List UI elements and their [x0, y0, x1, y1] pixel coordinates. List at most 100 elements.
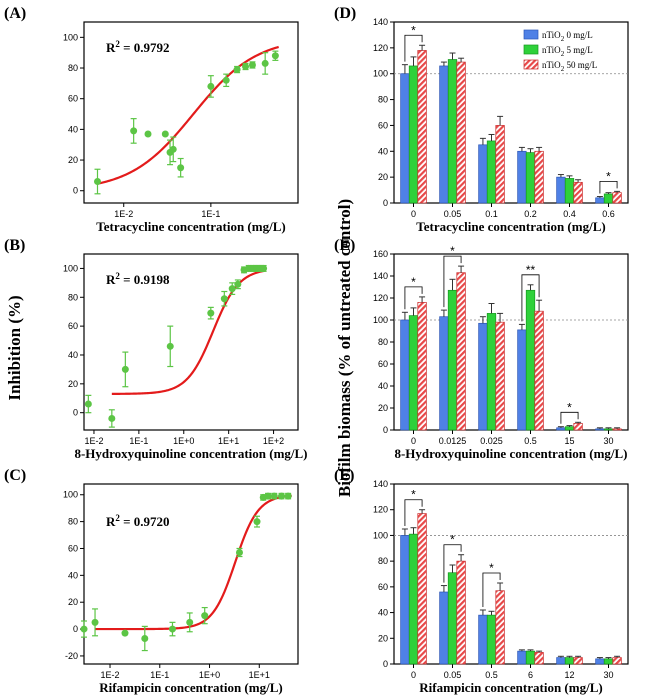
- r-squared-value: = 0.9198: [120, 272, 170, 287]
- y-tick-label: 0: [383, 198, 388, 208]
- data-point: [228, 285, 236, 293]
- x-axis-label: 8-Hydroxyquinoline concentration (mg/L): [394, 446, 627, 461]
- y-tick-label: 140: [373, 271, 388, 281]
- y-tick-label: 140: [373, 479, 388, 489]
- category-label: 0.5: [485, 670, 498, 680]
- significance-bracket: [482, 572, 501, 607]
- data-point: [264, 492, 272, 500]
- bar: [564, 178, 575, 204]
- r-squared-superscript: 2: [115, 39, 120, 49]
- bar: [417, 50, 427, 204]
- bar: [612, 192, 622, 204]
- data-point: [201, 612, 209, 620]
- y-tick-label: 0: [73, 186, 78, 196]
- y-tick-label: 40: [68, 124, 78, 134]
- y-tick-label: 80: [68, 292, 78, 302]
- data-point: [186, 618, 194, 626]
- x-tick-label: 1E-2: [101, 670, 120, 680]
- plot-frame: [83, 483, 299, 665]
- y-tick-label: 120: [373, 505, 388, 515]
- significance-marker: **: [526, 263, 536, 277]
- data-point: [168, 625, 176, 633]
- r-squared-prefix: R: [106, 272, 116, 287]
- data-point: [130, 127, 138, 135]
- bar: [439, 316, 449, 431]
- data-point: [207, 82, 215, 90]
- fit-curve: [95, 494, 292, 631]
- category-label: 0.025: [480, 436, 503, 446]
- y-tick-label: 140: [373, 17, 388, 27]
- legend-label-subscript: 2: [561, 35, 565, 43]
- significance-bracket: [443, 544, 462, 583]
- significance-marker: *: [489, 561, 494, 575]
- bar: [447, 572, 458, 665]
- bar: [400, 73, 410, 204]
- significance-marker: *: [606, 169, 611, 183]
- panel-label: (A): [4, 5, 26, 22]
- y-tick-label: 40: [378, 146, 388, 156]
- y-tick-label: 120: [373, 293, 388, 303]
- y-tick-label: 80: [378, 556, 388, 566]
- category-label: 0.0125: [439, 436, 467, 446]
- significance-bracket: [404, 286, 423, 310]
- data-point: [248, 61, 256, 69]
- legend-label-subscript: 2: [561, 65, 565, 73]
- plot-frame: [83, 253, 299, 431]
- significance-bracket: [521, 274, 540, 322]
- data-point: [278, 492, 286, 500]
- y-tick-label: 80: [378, 337, 388, 347]
- bar: [603, 428, 614, 431]
- y-tick-label: 100: [63, 32, 78, 42]
- data-point: [144, 130, 152, 138]
- significance-bracket: [443, 255, 462, 308]
- bar: [456, 61, 466, 204]
- category-label: 12: [564, 670, 574, 680]
- y-tick-label: 100: [373, 530, 388, 540]
- category-label: 30: [603, 436, 613, 446]
- data-point: [177, 164, 185, 172]
- bar: [534, 652, 544, 665]
- significance-bracket: [599, 180, 618, 194]
- x-axis-label: Rifampicin concentration (mg/L): [419, 680, 602, 695]
- data-point: [161, 130, 169, 138]
- x-tick-label: 1E+0: [173, 436, 194, 446]
- bar: [564, 657, 575, 665]
- legend-label-unit: 50 mg/L: [564, 60, 597, 70]
- left-y-axis-label: Inhibition (%): [5, 295, 24, 400]
- bar: [556, 427, 566, 431]
- bar: [534, 310, 544, 431]
- significance-marker: *: [411, 488, 416, 502]
- x-axis-label: Rifampicin concentration (mg/L): [99, 680, 282, 695]
- data-point: [220, 295, 228, 303]
- significance-bracket: [404, 34, 423, 62]
- y-tick-label: 80: [378, 95, 388, 105]
- y-tick-label: 40: [378, 608, 388, 618]
- y-tick-label: 60: [378, 359, 388, 369]
- y-tick-label: 60: [68, 94, 78, 104]
- legend-swatch: [523, 59, 539, 70]
- y-tick-label: 60: [68, 321, 78, 331]
- panel-b: (B) 0 20 40 60 80 100 8-Hydroxyquinoline concen…: [4, 237, 308, 461]
- significance-bracket: [560, 411, 579, 424]
- bar: [564, 426, 575, 431]
- category-label: 0: [411, 209, 416, 219]
- data-point: [207, 309, 215, 317]
- data-point: [222, 76, 230, 84]
- plot-frame: [393, 483, 629, 665]
- bar: [486, 140, 497, 204]
- bar: [517, 650, 527, 665]
- data-point: [80, 625, 88, 633]
- bar: [400, 535, 410, 665]
- bar: [612, 657, 622, 665]
- plot-frame: [393, 253, 629, 431]
- bar: [517, 329, 527, 431]
- category-label: 0.05: [444, 670, 462, 680]
- bar: [456, 272, 466, 431]
- significance-marker: *: [411, 23, 416, 37]
- r-squared-value: = 0.9720: [120, 514, 170, 529]
- bar: [408, 533, 419, 665]
- category-label: 15: [564, 436, 574, 446]
- bar: [556, 657, 566, 665]
